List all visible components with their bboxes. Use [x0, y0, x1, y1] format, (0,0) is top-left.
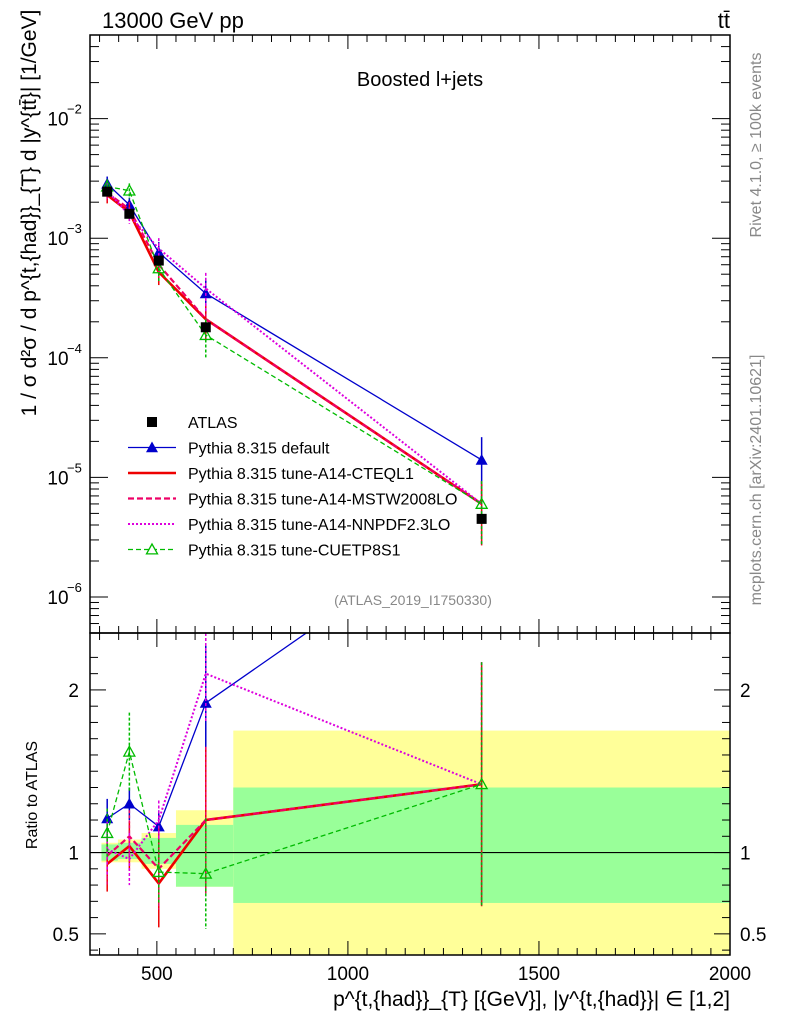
legend-label-3: Pythia 8.315 tune-A14-MSTW2008LO [188, 492, 457, 509]
main-series-point-0-4 [475, 453, 488, 465]
legend-label-1: Pythia 8.315 default [188, 441, 330, 458]
ratio-series-point-4-0 [100, 826, 114, 839]
x-axis-title: p^{t,{had}}_{T} [{GeV}], |y^{t,{had}}| ∈… [333, 988, 730, 1011]
x-tick-label: 1500 [518, 964, 560, 985]
main-series-point-4-2 [152, 261, 166, 274]
y-tick-exponent: −3 [67, 221, 82, 236]
y-tick-label: 10 [47, 468, 68, 489]
main-series-point-4-1 [122, 183, 136, 196]
y-tick-exponent: −6 [67, 580, 82, 595]
data-point-1 [124, 208, 135, 219]
ratio-tick-label-right: 0.5 [740, 925, 766, 946]
y-tick-label: 10 [47, 110, 68, 131]
ratio-axis-title: Ratio to ATLAS [24, 741, 41, 849]
ratio-frame [89, 632, 731, 956]
rivet-version-label: Rivet 4.1.0, ≥ 100k events [748, 53, 765, 238]
header-energy: 13000 GeV pp [102, 8, 244, 33]
data-point-4 [476, 513, 487, 524]
main-series-point-4-3 [199, 328, 213, 341]
data-point-2 [153, 255, 164, 266]
ratio-tick-label: 2 [68, 681, 79, 702]
main-series-point-0-2 [152, 246, 165, 258]
legend-label-2: Pythia 8.315 tune-A14-CTEQL1 [188, 466, 414, 483]
ratio-series-point-4-2 [152, 865, 166, 878]
y-tick-exponent: −4 [67, 341, 82, 356]
main-plot-layer [100, 176, 489, 546]
main-series-point-4-4 [475, 497, 489, 509]
ratio-series-point-0-1 [123, 797, 136, 809]
y-tick-label: 10 [47, 349, 68, 370]
legend-marker-1 [146, 441, 158, 453]
ratio-band-stat-3 [175, 824, 234, 887]
mcplots-label: mcplots.cern.ch [arXiv:2401.10621] [748, 355, 765, 606]
legend: ATLAS Pythia 8.315 default Pythia 8.315 tu… [128, 415, 457, 560]
ratio-tick-label: 1 [68, 844, 79, 865]
legend-marker-data [147, 417, 157, 427]
legend-label-0: ATLAS [188, 415, 238, 432]
ratio-tick-label-right: 2 [740, 681, 751, 702]
ratio-series-point-4-1 [122, 744, 136, 757]
header-process: tt̄ [718, 8, 730, 33]
ratio-tick-label-right: 1 [740, 844, 751, 865]
ratio-series-point-4-3 [199, 866, 213, 879]
ratio-plot-layer [90, 632, 730, 929]
legend-marker-5 [145, 542, 159, 555]
y-tick-exponent: −2 [67, 102, 82, 117]
y-tick-label: 10 [47, 229, 68, 250]
x-tick-label: 2000 [709, 964, 751, 985]
analysis-id: (ATLAS_2019_I1750330) [334, 592, 492, 608]
plot-title: Boosted l+jets [357, 69, 483, 91]
legend-label-4: Pythia 8.315 tune-A14-NNPDF2.3LO [188, 517, 450, 534]
ratio-series-point-4-4 [475, 777, 489, 790]
ratio-series-line-3 [106, 672, 483, 861]
ratio-series-point-0-3 [199, 696, 212, 708]
y-tick-exponent: −5 [67, 460, 82, 475]
legend-label-5: Pythia 8.315 tune-CUETP8S1 [188, 543, 401, 560]
ratio-tick-label: 0.5 [53, 925, 79, 946]
y-tick-label: 10 [47, 588, 68, 609]
x-tick-label: 500 [141, 964, 173, 985]
x-tick-label: 1000 [327, 964, 369, 985]
y-axis-title: 1 / σ d²σ / d p^{t,{had}}_{T} d |y^{tt̄}… [18, 10, 41, 417]
data-point-0 [102, 186, 113, 197]
data-point-3 [200, 322, 211, 333]
